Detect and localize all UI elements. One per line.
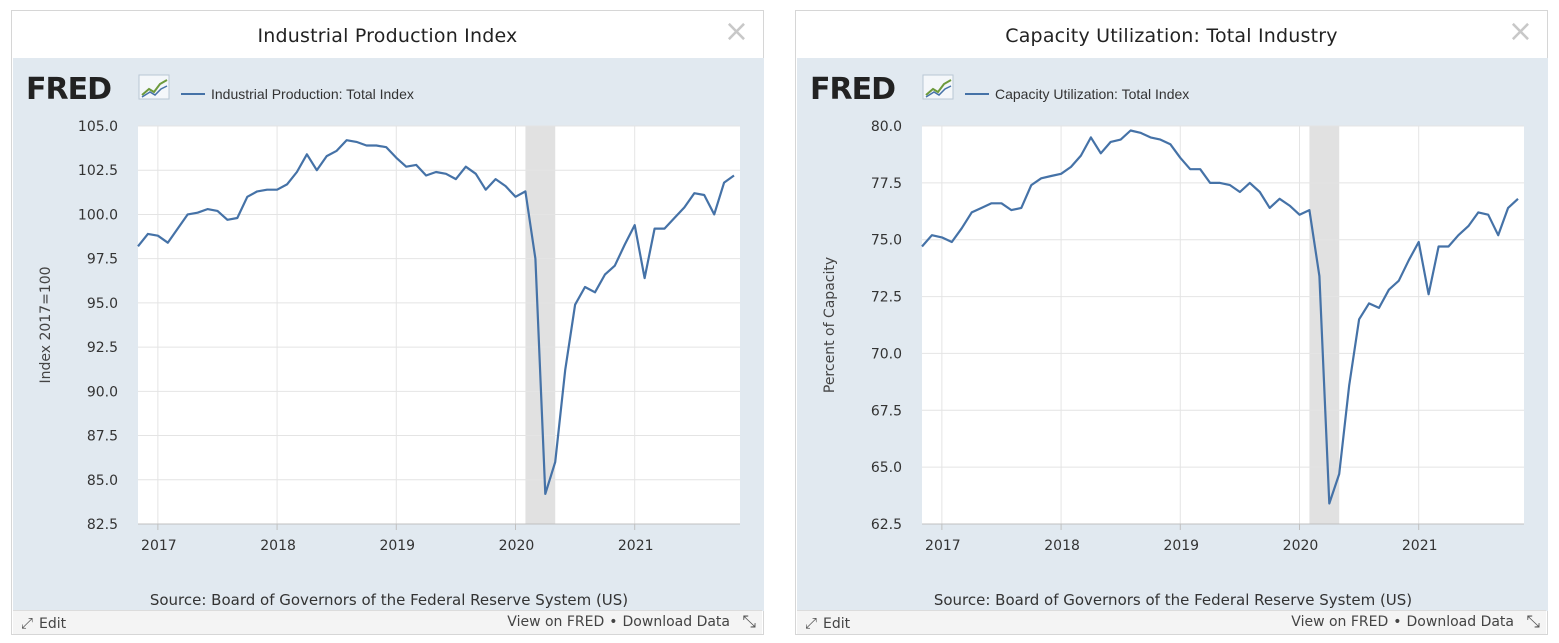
y-tick-label: 102.5 [78,163,118,179]
recession-band [525,126,556,524]
chart-line-icon [138,74,170,100]
download-data-link[interactable]: Download Data [622,614,730,630]
logo-icon-line-blue [141,85,168,98]
resize-icon[interactable]: ⤡ [742,612,756,632]
plot-background [138,126,740,524]
close-icon[interactable]: × [1507,14,1533,49]
y-tick-label: 100.0 [78,207,118,223]
plot-background [922,126,1524,524]
x-tick-label: 2017 [141,538,177,554]
x-tick-label: 2019 [1163,538,1199,554]
x-tick-label: 2020 [1283,538,1319,554]
download-data-link[interactable]: Download Data [1406,614,1514,630]
chart-footer: ⤢ Edit View on FRED • Download Data ⤡ [13,610,762,634]
y-tick-label: 67.5 [871,403,902,419]
y-tick-label: 70.0 [871,346,902,362]
x-tick-label: 2018 [260,538,296,554]
edit-button[interactable]: ⤢ Edit [805,614,850,632]
y-axis-label: Index 2017=100 [38,266,54,383]
fred-logo-text: FRED [810,72,895,107]
x-tick-label: 2020 [499,538,535,554]
chart-title: Capacity Utilization: Total Industry [1005,25,1338,47]
y-tick-label: 82.5 [87,517,118,533]
separator: • [609,614,618,630]
industrial-production-chart: FRED Industrial Production: Total Index 10… [26,72,740,609]
logo-icon-line-green [141,79,168,96]
legend-label: Capacity Utilization: Total Index [995,86,1189,102]
industrial-production-panel: Industrial Production Index × FRED Indust… [11,10,764,635]
source-note: Source: Board of Governors of the Federa… [934,591,1412,609]
capacity-utilization-panel: Capacity Utilization: Total Industry × F… [795,10,1548,635]
y-tick-label: 87.5 [87,429,118,445]
fred-logo: FRED [810,72,954,107]
logo-icon-line-green [925,79,952,96]
fred-logo: FRED [26,72,170,107]
y-tick-label: 105.0 [78,119,118,135]
y-tick-label: 62.5 [871,517,902,533]
expand-icon: ⤢ [21,614,34,632]
y-tick-label: 75.0 [871,233,902,249]
edit-button[interactable]: ⤢ Edit [21,614,66,632]
edit-label: Edit [823,616,851,632]
separator: • [1393,614,1402,630]
legend-label: Industrial Production: Total Index [211,86,414,102]
x-tick-label: 2017 [925,538,961,554]
view-on-fred-link[interactable]: View on FRED [507,614,605,630]
edit-label: Edit [39,616,67,632]
x-tick-label: 2018 [1044,538,1080,554]
x-tick-label: 2019 [379,538,415,554]
chart-area: FRED Capacity Utilization: Total Index 80.… [797,58,1548,611]
y-tick-label: 90.0 [87,384,118,400]
chart-footer: ⤢ Edit View on FRED • Download Data ⤡ [797,610,1546,634]
chart-area: FRED Industrial Production: Total Index 10… [13,58,764,611]
x-tick-label: 2021 [1402,538,1438,554]
resize-icon[interactable]: ⤡ [1526,612,1540,632]
recession-band [1309,126,1340,524]
x-tick-label: 2021 [618,538,654,554]
footer-links: View on FRED • Download Data [1291,614,1514,630]
source-note: Source: Board of Governors of the Federa… [150,591,628,609]
y-tick-label: 97.5 [87,252,118,268]
y-tick-label: 72.5 [871,290,902,306]
chart-line-icon [922,74,954,100]
fred-logo-text: FRED [26,72,111,107]
footer-links: View on FRED • Download Data [507,614,730,630]
y-tick-label: 85.0 [87,473,118,489]
view-on-fred-link[interactable]: View on FRED [1291,614,1389,630]
y-tick-label: 95.0 [87,296,118,312]
y-tick-label: 65.0 [871,460,902,476]
series-line [921,129,1519,505]
y-tick-label: 92.5 [87,340,118,356]
y-axis-label: Percent of Capacity [822,257,838,393]
series-line [137,139,735,495]
y-tick-label: 77.5 [871,176,902,192]
close-icon[interactable]: × [723,14,749,49]
expand-icon: ⤢ [805,614,818,632]
y-tick-label: 80.0 [871,119,902,135]
capacity-utilization-chart: FRED Capacity Utilization: Total Index 80.… [810,72,1524,609]
logo-icon-line-blue [925,85,952,98]
chart-title: Industrial Production Index [257,25,518,47]
